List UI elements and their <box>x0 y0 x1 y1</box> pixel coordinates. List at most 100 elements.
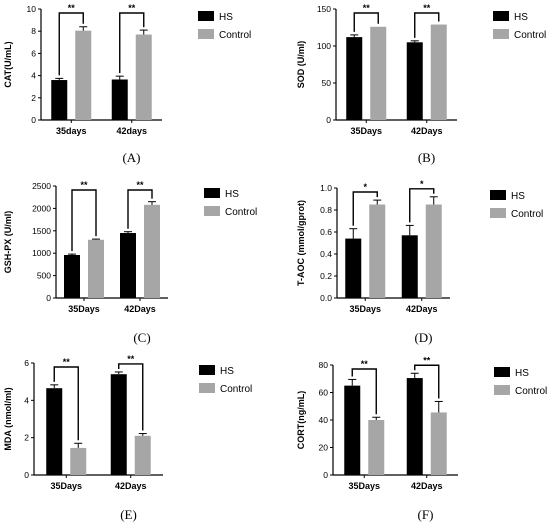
y-tick-label: 150 <box>317 4 331 14</box>
bar-control-42days <box>425 204 442 298</box>
legend-label: HS <box>511 191 525 202</box>
chart-panel-6: 0 20 40 60 80 CORT(ng/mL) ** 35Days ** 42Days HS Co… <box>296 355 547 522</box>
y-axis-label: CAT(U/mL) <box>3 41 13 87</box>
y-tick-label: 2 <box>31 93 36 103</box>
panel-label: (C) <box>133 330 150 345</box>
legend-label: Control <box>514 30 546 41</box>
chart-panel-4: 0.0 0.2 0.4 0.6 0.8 1.0 T-AOC (mmol/gprot) * 35D… <box>296 179 543 345</box>
bar-hs-35days <box>346 37 363 121</box>
bar-hs-42days <box>120 233 136 298</box>
legend-swatch-hs <box>493 11 509 21</box>
legend-swatch-control <box>493 29 509 39</box>
y-tick-label: 0 <box>323 470 328 480</box>
bar-hs-42days <box>406 378 423 475</box>
bar-hs-42days <box>406 42 423 120</box>
chart-panel-2: 0 50 100 150 SOD (U/ml) ** 35Days ** 42Days HS Con… <box>296 3 546 165</box>
significance-bracket <box>414 12 440 38</box>
x-tick-label: 35Days <box>349 304 381 314</box>
legend-label: Control <box>511 209 543 220</box>
significance-label: ** <box>136 180 144 190</box>
y-tick-label: 4 <box>24 395 29 405</box>
x-tick-label: 35Days <box>68 304 100 314</box>
x-tick-label: 42Days <box>411 481 443 491</box>
legend-label: Control <box>220 384 252 395</box>
significance-bracket <box>353 12 379 32</box>
panel-label: (F) <box>418 507 434 522</box>
bar-hs-42days <box>111 79 128 120</box>
significance-label: ** <box>423 3 431 13</box>
bar-control-42days <box>135 34 152 120</box>
y-tick-label: 0 <box>24 470 29 480</box>
significance-label: * <box>363 182 367 192</box>
legend-swatch-control <box>198 29 214 39</box>
panel-label: (B) <box>418 150 435 165</box>
significance-bracket <box>118 363 144 431</box>
y-axis-label: CORT(ng/mL) <box>296 391 306 450</box>
x-tick-label: 35days <box>56 126 87 136</box>
y-tick-label: 0.0 <box>320 293 332 303</box>
y-tick-label: 60 <box>319 388 329 398</box>
bar-control-42days <box>430 412 447 475</box>
significance-bracket <box>71 189 97 252</box>
significance-label: * <box>420 179 424 189</box>
y-tick-label: 10 <box>27 4 37 14</box>
legend-swatch-hs <box>199 365 215 375</box>
significance-bracket <box>351 368 377 415</box>
x-tick-label: 42Days <box>115 481 147 491</box>
y-tick-label: 0.8 <box>320 205 332 215</box>
y-tick-label: 0.2 <box>320 271 332 281</box>
y-tick-label: 20 <box>319 443 329 453</box>
bar-hs-35days <box>46 388 63 475</box>
significance-bracket <box>127 189 153 229</box>
legend-swatch-hs <box>490 190 506 200</box>
y-tick-label: 1500 <box>32 226 51 236</box>
significance-bracket <box>58 12 84 76</box>
y-tick-label: 2500 <box>32 181 51 191</box>
legend-label: HS <box>515 368 529 379</box>
y-tick-label: 80 <box>319 360 329 370</box>
panel-label: (E) <box>120 507 137 522</box>
y-tick-label: 6 <box>31 48 36 58</box>
bar-control-35days <box>370 26 387 120</box>
significance-bracket <box>409 188 435 223</box>
chart-panel-3: 0 500 1000 1500 2000 2500 GSH-PX (U/ml) ** 35Day… <box>3 180 257 345</box>
legend-swatch-hs <box>494 367 510 377</box>
bar-control-42days <box>144 204 160 298</box>
significance-label: ** <box>80 180 88 190</box>
x-tick-label: 35Days <box>50 481 82 491</box>
y-tick-label: 8 <box>31 26 36 36</box>
significance-bracket <box>352 191 378 226</box>
significance-bracket <box>53 366 79 441</box>
y-tick-label: 2 <box>24 433 29 443</box>
bar-hs-42days <box>401 235 418 298</box>
panel-label: (A) <box>122 150 140 165</box>
significance-label: ** <box>68 3 76 13</box>
y-tick-label: 2000 <box>32 203 51 213</box>
legend-label: Control <box>219 30 251 41</box>
bar-control-35days <box>70 447 87 475</box>
x-tick-label: 42Days <box>411 126 443 136</box>
y-axis-label: GSH-PX (U/ml) <box>3 211 13 274</box>
bar-control-35days <box>75 30 92 120</box>
y-tick-label: 6 <box>24 358 29 368</box>
y-tick-label: 0.4 <box>320 249 332 259</box>
y-tick-label: 100 <box>317 41 331 51</box>
legend-label: HS <box>225 189 239 200</box>
bar-hs-42days <box>110 374 127 475</box>
y-tick-label: 1000 <box>32 248 51 258</box>
bar-hs-35days <box>345 238 362 298</box>
legend-swatch-hs <box>204 188 220 198</box>
y-tick-label: 0 <box>31 115 36 125</box>
y-tick-label: 0 <box>46 293 51 303</box>
bar-control-42days <box>430 24 447 120</box>
x-tick-label: 42Days <box>406 304 438 314</box>
y-tick-label: 500 <box>37 271 51 281</box>
y-axis-label: T-AOC (mmol/gprot) <box>296 200 306 286</box>
y-tick-label: 1.0 <box>320 183 332 193</box>
legend-label: Control <box>225 207 257 218</box>
y-tick-label: 0.6 <box>320 227 332 237</box>
legend-swatch-control <box>494 385 510 395</box>
x-tick-label: 35Days <box>350 126 382 136</box>
legend-label: HS <box>219 12 233 23</box>
bar-hs-35days <box>344 385 361 475</box>
